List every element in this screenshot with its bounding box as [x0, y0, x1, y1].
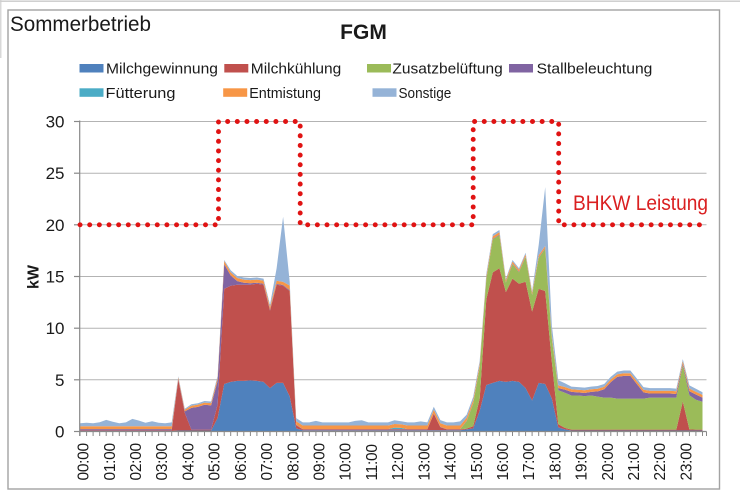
- svg-text:03:00: 03:00: [154, 443, 171, 481]
- svg-text:20:00: 20:00: [600, 443, 617, 481]
- svg-text:00:00: 00:00: [76, 443, 93, 481]
- svg-text:05:00: 05:00: [207, 443, 224, 481]
- svg-text:06:00: 06:00: [233, 443, 250, 481]
- svg-text:10:00: 10:00: [338, 443, 355, 481]
- svg-text:BHKW Leistung: BHKW Leistung: [573, 191, 708, 215]
- svg-text:Milchkühlung: Milchkühlung: [251, 61, 341, 78]
- svg-text:Sonstige: Sonstige: [399, 85, 452, 102]
- svg-text:kW: kW: [26, 264, 43, 289]
- svg-text:15:00: 15:00: [469, 443, 486, 481]
- svg-text:21:00: 21:00: [626, 443, 643, 481]
- svg-text:10: 10: [46, 319, 65, 338]
- svg-text:30: 30: [46, 113, 65, 132]
- svg-text:14:00: 14:00: [443, 443, 460, 481]
- svg-text:18:00: 18:00: [547, 443, 564, 481]
- svg-text:01:00: 01:00: [102, 443, 119, 481]
- svg-text:17:00: 17:00: [521, 443, 538, 481]
- svg-text:04:00: 04:00: [180, 443, 197, 481]
- svg-text:5: 5: [55, 371, 64, 390]
- svg-text:25: 25: [46, 164, 65, 183]
- svg-text:Zusatzbelüftung: Zusatzbelüftung: [392, 61, 502, 78]
- svg-text:20: 20: [46, 216, 65, 235]
- svg-text:13:00: 13:00: [416, 443, 433, 481]
- svg-text:FGM: FGM: [340, 21, 387, 44]
- svg-text:22:00: 22:00: [652, 443, 669, 481]
- svg-text:Stallbeleuchtung: Stallbeleuchtung: [537, 61, 653, 78]
- svg-text:23:00: 23:00: [678, 443, 695, 481]
- svg-text:11:00: 11:00: [364, 444, 381, 481]
- svg-text:08:00: 08:00: [285, 443, 302, 481]
- svg-text:19:00: 19:00: [574, 443, 591, 481]
- svg-text:16:00: 16:00: [495, 443, 512, 481]
- svg-text:Sommerbetrieb: Sommerbetrieb: [10, 12, 151, 36]
- svg-text:Fütterung: Fütterung: [106, 85, 176, 102]
- svg-text:Milchgewinnung: Milchgewinnung: [106, 61, 218, 78]
- svg-text:15: 15: [46, 268, 65, 287]
- svg-text:02:00: 02:00: [128, 443, 145, 481]
- svg-text:Entmistung: Entmistung: [249, 85, 321, 102]
- svg-text:09:00: 09:00: [312, 443, 329, 481]
- svg-text:07:00: 07:00: [259, 443, 276, 481]
- svg-text:12:00: 12:00: [390, 443, 407, 481]
- svg-text:0: 0: [55, 423, 64, 442]
